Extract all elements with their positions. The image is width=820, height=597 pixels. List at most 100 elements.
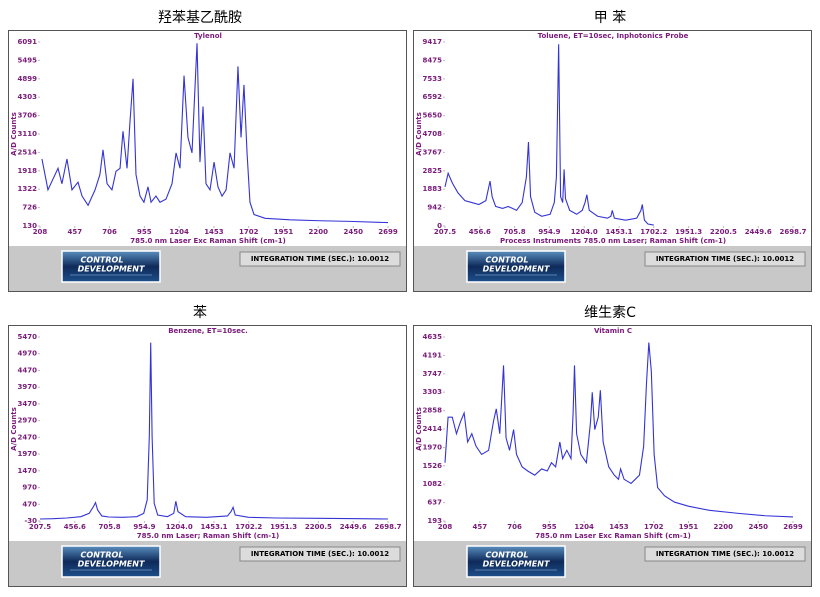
panel-heading: 苯 [193,304,207,321]
y-tick-label: 1526 [423,462,443,470]
logo-text: CONTROL [81,256,124,265]
y-tick-label: 193 [427,517,442,525]
y-tick-label: 3110 [18,130,38,138]
x-tick-label: 2200 [714,523,734,531]
y-tick-label: 1918 [18,167,38,175]
y-axis-label: A/D Counts [415,112,423,156]
y-tick-label: 4899 [18,75,38,83]
x-tick-label: 1951 [679,523,699,531]
y-tick-label: 3767 [423,148,443,156]
x-tick-label: 208 [33,228,48,236]
x-axis-label: 785.0 nm Laser Exc Raman Shift (cm-1) [535,532,691,540]
y-tick-label: 4970 [18,350,38,358]
x-tick-label: 207.5 [434,228,456,236]
x-tick-label: 2699 [378,228,398,236]
y-tick-label: 470 [22,500,37,508]
integration-box [239,251,401,267]
x-tick-label: 2698.7 [779,228,806,236]
x-tick-label: 1951.3 [675,228,702,236]
x-tick-label: 1204.0 [571,228,598,236]
y-tick-label: 130 [22,222,37,230]
y-axis-label: A/D Counts [10,112,18,156]
y-tick-label: 2825 [423,167,443,175]
logo-text: DEVELOPMENT [483,265,550,274]
x-tick-label: 2449.6 [340,523,367,531]
spectrum-line [39,342,389,520]
x-tick-label: 456.6 [64,523,86,531]
y-tick-label: 4303 [18,93,38,101]
y-tick-label: 5495 [18,56,38,64]
logo-text: DEVELOPMENT [78,560,145,569]
spectrum-line [444,342,794,518]
y-tick-label: 2470 [18,433,38,441]
x-tick-label: 706 [102,228,117,236]
y-tick-label: 4635 [423,333,443,341]
y-tick-label: 637 [427,499,442,507]
plot-title: Toluene, ET=10sec, Inphotonics Probe [538,32,689,40]
y-tick-label: 1970 [423,443,443,451]
y-tick-label: 3303 [423,388,443,396]
y-tick-label: 3970 [18,383,38,391]
integration-box [644,546,806,562]
x-tick-label: 1951.3 [270,523,297,531]
panel-heading: 甲 苯 [594,9,626,26]
y-tick-label: 3706 [18,112,38,120]
integration-time: INTEGRATION TIME (SEC.): 10.0012 [656,550,794,558]
y-tick-label: 2858 [423,407,443,415]
y-tick-label: 9417 [423,38,443,46]
x-axis-label: Process Instruments 785.0 nm Laser; Rama… [500,237,726,245]
x-tick-label: 705.8 [504,228,526,236]
y-tick-label: 3470 [18,400,38,408]
x-tick-label: 955 [137,228,152,236]
x-tick-label: 2450 [343,228,363,236]
x-tick-label: 1702 [644,523,664,531]
y-tick-label: 1322 [18,185,38,193]
x-tick-label: 1204 [169,228,189,236]
integration-box [239,546,401,562]
spectrum-line [444,44,654,226]
y-tick-label: 8475 [423,56,443,64]
x-tick-label: 1204.0 [166,523,193,531]
x-tick-label: 1702.2 [640,228,667,236]
y-tick-label: 2970 [18,417,38,425]
logo-text: CONTROL [81,551,124,560]
panel-heading: 维生素C [584,305,636,321]
y-tick-label: 4191 [423,351,443,359]
x-tick-label: 955 [542,523,557,531]
y-tick-label: 7533 [423,75,443,83]
x-tick-label: 2200 [309,228,329,236]
y-tick-label: 5650 [423,112,443,120]
x-tick-label: 456.6 [469,228,491,236]
plot-title: Vitamin C [594,327,632,335]
y-tick-label: 6592 [423,93,443,101]
x-tick-label: 1453 [204,228,224,236]
integration-time: INTEGRATION TIME (SEC.): 10.0012 [251,255,389,263]
x-tick-label: 457 [67,228,82,236]
y-axis-label: A/D Counts [415,407,423,451]
integration-time: INTEGRATION TIME (SEC.): 10.0012 [251,550,389,558]
logo-box [61,545,161,578]
y-tick-label: 6091 [18,38,38,46]
y-tick-label: 1970 [18,450,38,458]
y-tick-label: 3747 [423,370,443,378]
logo-text: CONTROL [486,256,529,265]
x-tick-label: 706 [507,523,522,531]
plot-title: Benzene, ET=10sec. [168,327,248,335]
y-tick-label: 1082 [423,480,443,488]
integration-box [644,251,806,267]
x-tick-label: 1951 [274,228,294,236]
y-tick-label: -30 [24,517,37,525]
x-tick-label: 1453.1 [605,228,632,236]
x-tick-label: 208 [438,523,453,531]
x-tick-label: 1702 [239,228,259,236]
x-tick-label: 2450 [748,523,768,531]
y-tick-label: 4708 [423,130,443,138]
y-tick-label: 1883 [423,185,443,193]
